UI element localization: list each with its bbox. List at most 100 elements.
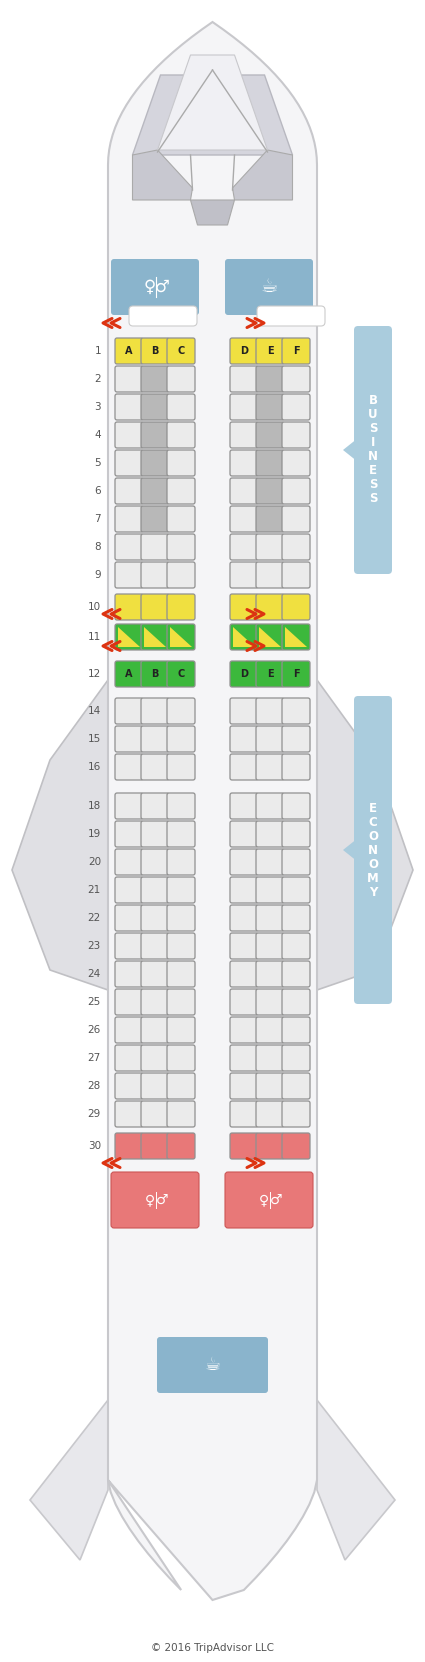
FancyBboxPatch shape [167,793,195,819]
FancyBboxPatch shape [129,306,197,326]
FancyBboxPatch shape [256,1100,284,1127]
FancyBboxPatch shape [282,878,310,902]
Text: A: A [125,670,133,680]
Text: ☕: ☕ [204,1356,221,1374]
FancyBboxPatch shape [282,1133,310,1158]
FancyBboxPatch shape [115,479,143,504]
Text: ♀: ♀ [259,1193,269,1207]
FancyBboxPatch shape [282,562,310,588]
Text: ♀: ♀ [145,1193,155,1207]
FancyBboxPatch shape [167,1133,195,1158]
FancyBboxPatch shape [256,726,284,751]
FancyBboxPatch shape [230,932,258,959]
FancyBboxPatch shape [256,1045,284,1070]
Text: © 2016 TripAdvisor LLC: © 2016 TripAdvisor LLC [151,1644,274,1654]
FancyBboxPatch shape [141,989,169,1015]
FancyBboxPatch shape [167,337,195,364]
FancyBboxPatch shape [115,821,143,848]
FancyBboxPatch shape [115,961,143,987]
FancyBboxPatch shape [225,259,313,316]
FancyBboxPatch shape [230,821,258,848]
Polygon shape [259,627,281,647]
FancyBboxPatch shape [257,306,325,326]
FancyBboxPatch shape [115,337,143,364]
FancyBboxPatch shape [115,534,143,560]
FancyBboxPatch shape [230,726,258,751]
FancyBboxPatch shape [167,1074,195,1099]
Text: 29: 29 [88,1109,101,1119]
FancyBboxPatch shape [282,661,310,686]
FancyBboxPatch shape [141,821,169,848]
Text: 25: 25 [88,997,101,1007]
FancyBboxPatch shape [230,661,258,686]
FancyBboxPatch shape [230,793,258,819]
FancyBboxPatch shape [256,505,284,532]
Polygon shape [317,1330,395,1561]
FancyBboxPatch shape [282,698,310,725]
Text: 10: 10 [88,602,101,612]
Polygon shape [285,627,307,647]
FancyBboxPatch shape [282,961,310,987]
FancyBboxPatch shape [354,696,392,1004]
Polygon shape [144,627,166,647]
FancyBboxPatch shape [167,849,195,874]
FancyBboxPatch shape [141,961,169,987]
Polygon shape [108,22,317,1601]
Text: 1: 1 [94,346,101,356]
FancyBboxPatch shape [115,450,143,475]
Text: ☕: ☕ [260,278,278,296]
FancyBboxPatch shape [167,1017,195,1044]
FancyBboxPatch shape [256,593,284,620]
FancyBboxPatch shape [282,394,310,420]
FancyBboxPatch shape [141,755,169,779]
FancyBboxPatch shape [141,366,169,392]
Polygon shape [317,600,413,991]
FancyBboxPatch shape [167,366,195,392]
FancyBboxPatch shape [115,698,143,725]
FancyBboxPatch shape [167,1045,195,1070]
Text: ♂: ♂ [155,278,170,296]
FancyBboxPatch shape [167,1100,195,1127]
FancyBboxPatch shape [282,755,310,779]
FancyBboxPatch shape [230,1017,258,1044]
FancyBboxPatch shape [167,534,195,560]
Text: ♂: ♂ [156,1193,168,1207]
Text: 23: 23 [88,941,101,951]
FancyBboxPatch shape [256,878,284,902]
FancyBboxPatch shape [115,623,143,650]
FancyBboxPatch shape [167,878,195,902]
FancyBboxPatch shape [282,1074,310,1099]
FancyBboxPatch shape [141,534,169,560]
FancyBboxPatch shape [230,337,258,364]
FancyBboxPatch shape [115,1100,143,1127]
FancyBboxPatch shape [141,793,169,819]
FancyBboxPatch shape [230,878,258,902]
FancyBboxPatch shape [282,989,310,1015]
Text: A: A [125,346,133,356]
FancyBboxPatch shape [230,698,258,725]
FancyBboxPatch shape [167,698,195,725]
FancyBboxPatch shape [167,562,195,588]
FancyBboxPatch shape [115,793,143,819]
FancyBboxPatch shape [230,534,258,560]
Text: 16: 16 [88,761,101,773]
Text: 14: 14 [88,706,101,716]
FancyBboxPatch shape [141,726,169,751]
Text: 30: 30 [88,1142,101,1152]
FancyBboxPatch shape [115,755,143,779]
FancyBboxPatch shape [141,1074,169,1099]
Text: 4: 4 [94,430,101,440]
FancyBboxPatch shape [141,849,169,874]
FancyBboxPatch shape [115,1133,143,1158]
FancyBboxPatch shape [167,505,195,532]
FancyBboxPatch shape [256,932,284,959]
FancyBboxPatch shape [282,726,310,751]
Text: 27: 27 [88,1054,101,1064]
Text: C: C [177,670,184,680]
FancyBboxPatch shape [167,661,195,686]
FancyBboxPatch shape [230,961,258,987]
Text: 3: 3 [94,402,101,412]
FancyBboxPatch shape [256,479,284,504]
FancyBboxPatch shape [282,932,310,959]
FancyBboxPatch shape [354,326,392,573]
